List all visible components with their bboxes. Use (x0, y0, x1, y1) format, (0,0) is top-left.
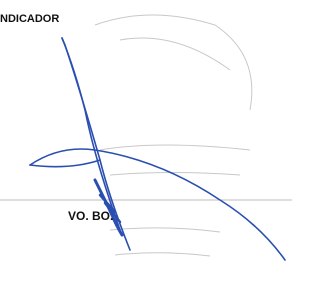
document-page: NDICADOR VO. BO. (0, 0, 292, 281)
signature (30, 38, 285, 260)
stamp-arc (115, 253, 210, 256)
stamp-arc (110, 228, 220, 232)
signature-stroke (30, 160, 100, 167)
header-label: NDICADOR (0, 13, 59, 25)
stamp-arc (100, 145, 250, 150)
stamp-and-signature (0, 0, 292, 281)
signature-label: VO. BO. (68, 209, 113, 223)
stamp-arc (95, 15, 252, 110)
stamp-arc (120, 38, 230, 70)
